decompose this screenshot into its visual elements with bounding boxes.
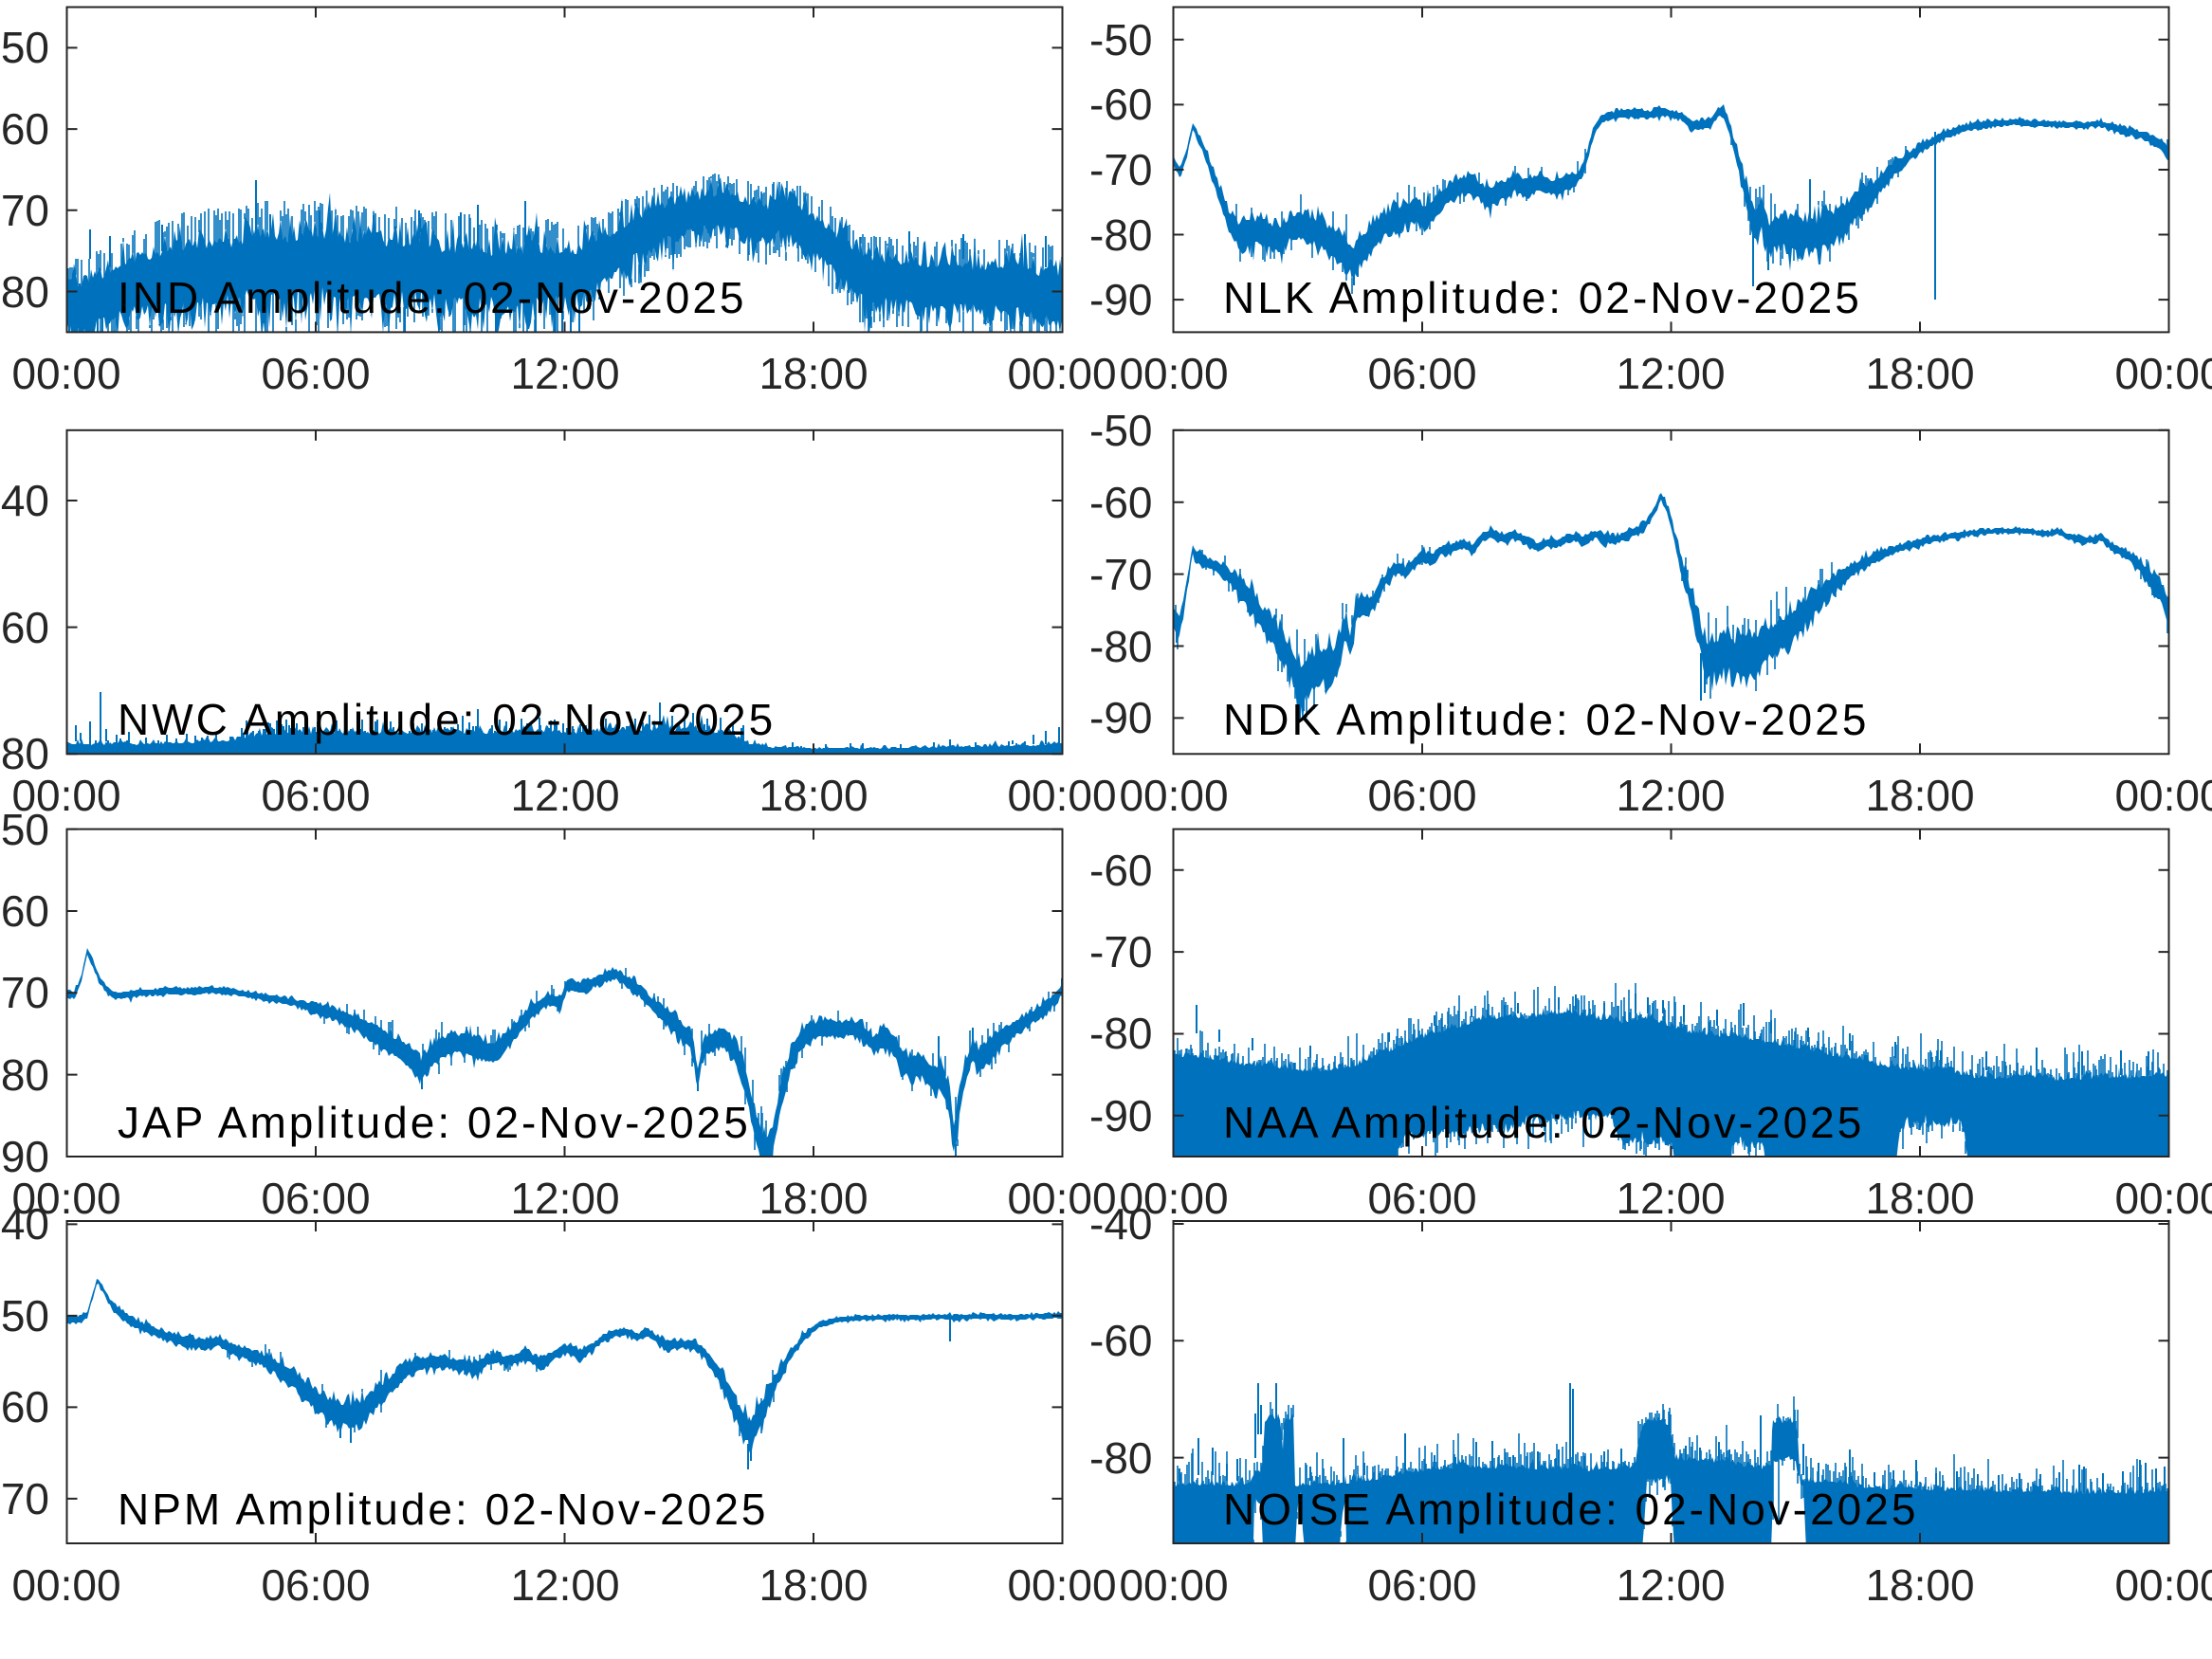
svg-text:06:00: 06:00 [261, 349, 370, 398]
svg-text:-60: -60 [0, 104, 49, 154]
svg-text:NAA Amplitude: 02-Nov-2025: NAA Amplitude: 02-Nov-2025 [1223, 1098, 1864, 1147]
svg-text:12:00: 12:00 [1616, 349, 1725, 398]
svg-text:00:00: 00:00 [11, 1560, 120, 1610]
svg-text:-40: -40 [0, 1199, 49, 1249]
svg-text:-50: -50 [0, 805, 49, 854]
svg-text:18:00: 18:00 [1865, 1174, 1974, 1223]
svg-text:00:00: 00:00 [1007, 1560, 1116, 1610]
svg-text:-90: -90 [0, 1132, 49, 1181]
svg-text:00:00: 00:00 [11, 1174, 120, 1223]
svg-text:18:00: 18:00 [1865, 1560, 1974, 1610]
svg-text:06:00: 06:00 [261, 1174, 370, 1223]
svg-text:NLK Amplitude: 02-Nov-2025: NLK Amplitude: 02-Nov-2025 [1223, 273, 1862, 322]
svg-text:18:00: 18:00 [1865, 349, 1974, 398]
svg-text:12:00: 12:00 [510, 771, 619, 820]
svg-text:18:00: 18:00 [759, 771, 868, 820]
svg-text:-80: -80 [1089, 1433, 1152, 1483]
svg-text:-70: -70 [1089, 145, 1152, 194]
svg-text:-60: -60 [1089, 80, 1152, 129]
svg-text:-50: -50 [1089, 406, 1152, 455]
svg-text:-70: -70 [0, 186, 49, 235]
svg-text:12:00: 12:00 [510, 1174, 619, 1223]
svg-text:-70: -70 [1089, 927, 1152, 976]
svg-text:12:00: 12:00 [1616, 771, 1725, 820]
svg-text:18:00: 18:00 [759, 349, 868, 398]
svg-text:-50: -50 [0, 1291, 49, 1340]
svg-text:00:00: 00:00 [2114, 349, 2212, 398]
svg-text:-80: -80 [0, 267, 49, 317]
svg-text:06:00: 06:00 [1367, 1174, 1476, 1223]
svg-text:06:00: 06:00 [1367, 1560, 1476, 1610]
svg-text:00:00: 00:00 [1119, 771, 1228, 820]
svg-text:00:00: 00:00 [2114, 1560, 2212, 1610]
svg-text:06:00: 06:00 [261, 1560, 370, 1610]
svg-text:-60: -60 [0, 1382, 49, 1431]
svg-text:12:00: 12:00 [1616, 1174, 1725, 1223]
svg-text:NWC Amplitude: 02-Nov-2025: NWC Amplitude: 02-Nov-2025 [118, 695, 776, 744]
svg-text:12:00: 12:00 [1616, 1560, 1725, 1610]
svg-text:-60: -60 [0, 886, 49, 936]
svg-text:-80: -80 [1089, 622, 1152, 671]
svg-text:-70: -70 [0, 1474, 49, 1523]
svg-text:-40: -40 [1089, 1199, 1152, 1249]
svg-text:-80: -80 [0, 729, 49, 778]
svg-text:-60: -60 [1089, 1316, 1152, 1365]
svg-text:-40: -40 [0, 476, 49, 525]
svg-text:00:00: 00:00 [11, 349, 120, 398]
svg-text:JAP Amplitude: 02-Nov-2025: JAP Amplitude: 02-Nov-2025 [118, 1098, 751, 1147]
svg-text:-80: -80 [1089, 210, 1152, 260]
svg-text:-60: -60 [0, 603, 49, 652]
svg-text:-60: -60 [1089, 846, 1152, 895]
svg-text:-60: -60 [1089, 478, 1152, 527]
svg-text:00:00: 00:00 [1007, 1174, 1116, 1223]
svg-text:-80: -80 [1089, 1009, 1152, 1058]
svg-text:IND Amplitude: 02-Nov-2025: IND Amplitude: 02-Nov-2025 [118, 273, 747, 322]
svg-text:NDK Amplitude: 02-Nov-2025: NDK Amplitude: 02-Nov-2025 [1223, 695, 1869, 744]
svg-text:00:00: 00:00 [1119, 349, 1228, 398]
svg-text:-70: -70 [1089, 550, 1152, 599]
svg-text:-70: -70 [0, 968, 49, 1017]
svg-text:-90: -90 [1089, 275, 1152, 324]
svg-text:-80: -80 [0, 1050, 49, 1100]
svg-text:00:00: 00:00 [1119, 1174, 1228, 1223]
svg-text:06:00: 06:00 [261, 771, 370, 820]
svg-text:18:00: 18:00 [759, 1174, 868, 1223]
svg-text:12:00: 12:00 [510, 1560, 619, 1610]
svg-text:00:00: 00:00 [11, 771, 120, 820]
svg-text:18:00: 18:00 [759, 1560, 868, 1610]
svg-text:06:00: 06:00 [1367, 349, 1476, 398]
svg-text:06:00: 06:00 [1367, 771, 1476, 820]
svg-text:-50: -50 [0, 23, 49, 72]
svg-text:00:00: 00:00 [2114, 771, 2212, 820]
svg-text:-90: -90 [1089, 1091, 1152, 1140]
svg-text:12:00: 12:00 [510, 349, 619, 398]
svg-text:-50: -50 [1089, 15, 1152, 64]
svg-text:-90: -90 [1089, 693, 1152, 742]
svg-text:NOISE Amplitude: 02-Nov-2025: NOISE Amplitude: 02-Nov-2025 [1223, 1485, 1918, 1534]
svg-text:00:00: 00:00 [2114, 1174, 2212, 1223]
svg-text:18:00: 18:00 [1865, 771, 1974, 820]
svg-text:00:00: 00:00 [1119, 1560, 1228, 1610]
svg-text:00:00: 00:00 [1007, 349, 1116, 398]
svg-text:NPM Amplitude: 02-Nov-2025: NPM Amplitude: 02-Nov-2025 [118, 1485, 769, 1534]
svg-text:00:00: 00:00 [1007, 771, 1116, 820]
